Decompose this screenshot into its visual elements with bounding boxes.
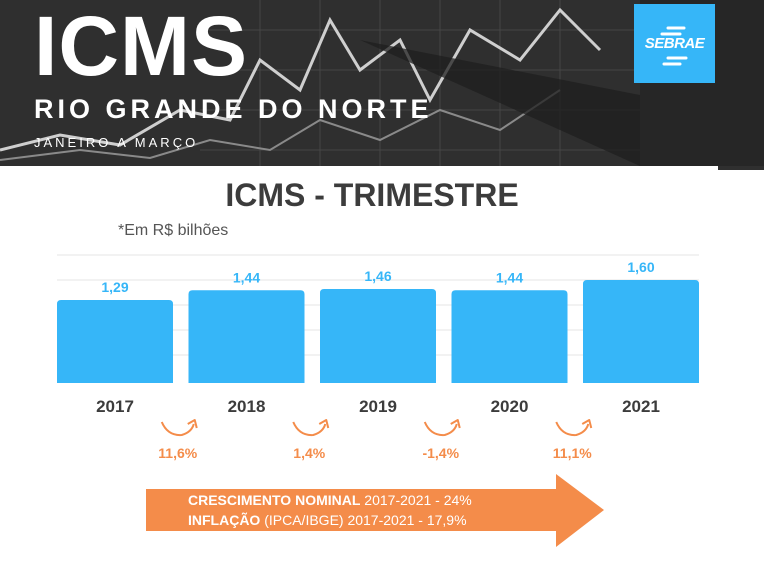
data-label-2019: 1,46 [364, 268, 391, 284]
growth-label-2021: 11,1% [553, 445, 592, 461]
period-label: JANEIRO A MARÇO [34, 135, 199, 150]
logo-lines-icon [660, 26, 688, 66]
sebrae-logo: SEBRAE [634, 4, 715, 83]
x-tick-2021: 2021 [622, 397, 660, 416]
page-subtitle: RIO GRANDE DO NORTE [34, 94, 433, 124]
arrow-banner-shape [146, 474, 604, 547]
chart-unit-note: *Em R$ bilhões [118, 222, 229, 239]
growth-arrow-0 [160, 421, 195, 437]
data-label-2021: 1,60 [627, 259, 654, 275]
growth-arrowhead-2 [450, 419, 461, 429]
chart-title: ICMS - TRIMESTRE [225, 177, 519, 213]
x-tick-2017: 2017 [96, 397, 134, 416]
growth-arrowhead-3 [581, 419, 593, 429]
growth-label-2018: 11,6% [158, 445, 197, 461]
growth-arrowhead-0 [187, 419, 198, 429]
x-tick-2020: 2020 [491, 397, 529, 416]
growth-arrow-1 [292, 421, 327, 437]
nominal-growth-text: CRESCIMENTO NOMINAL 2017-2021 - 24% [188, 492, 472, 508]
bar-2020 [451, 290, 568, 383]
growth-label-2019: 1,4% [293, 445, 325, 461]
page-title: ICMS [34, 0, 248, 93]
inflation-text: INFLAÇÃO (IPCA/IBGE) 2017-2021 - 17,9% [188, 512, 467, 528]
header-banner: ICMS RIO GRANDE DO NORTE JANEIRO A MARÇO… [0, 0, 764, 166]
x-tick-2019: 2019 [359, 397, 397, 416]
growth-arrowhead-1 [318, 419, 330, 429]
data-label-2017: 1,29 [101, 279, 128, 295]
growth-label-2020: -1,4% [422, 445, 459, 461]
growth-arrow-2 [423, 421, 458, 437]
bar-2021 [583, 280, 699, 383]
x-tick-2018: 2018 [228, 397, 266, 416]
data-label-2018: 1,44 [233, 269, 260, 285]
header-edge [718, 166, 764, 170]
stock-chart-background-image [0, 0, 764, 166]
bar-2019 [320, 289, 436, 383]
bar-2017 [57, 299, 173, 383]
growth-arrow-3 [555, 421, 590, 437]
bar-2018 [188, 290, 305, 383]
logo-text: SEBRAE [644, 35, 705, 52]
data-label-2020: 1,44 [496, 269, 523, 285]
